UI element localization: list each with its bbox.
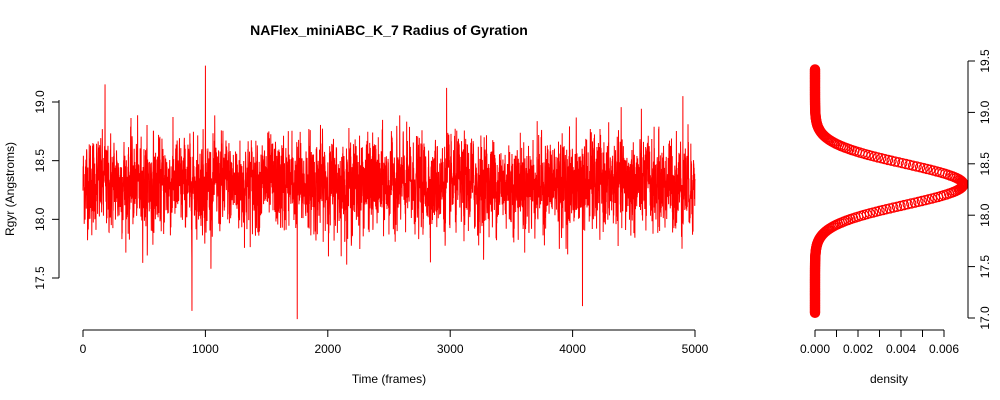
density-y-tick-label: 19.5: [978, 49, 992, 73]
density-x-tick-label: 0.006: [929, 342, 959, 356]
density-y-tick-label: 18.0: [978, 203, 992, 227]
density-point: [907, 160, 919, 171]
density-point: [895, 200, 906, 212]
time-series-plot: 0 1000 2000 3000 4000 5000 17.5 18.0 18.5 19.0 T…: [3, 65, 709, 386]
density-x-tick-label: 0.000: [800, 342, 830, 356]
density-x-tick-label: 0.004: [886, 342, 916, 356]
x-tick-label: 4000: [559, 342, 586, 356]
rgyr-series-line: [82, 65, 696, 320]
density-plot: 0.000 0.002 0.004 0.006 17.0 17.5 18.0 18.5 19.…: [800, 49, 992, 386]
x-tick-label: 5000: [682, 342, 709, 356]
x-axis-title: Time (frames): [352, 372, 426, 386]
y-tick-label: 18.0: [33, 207, 47, 231]
density-point: [809, 64, 821, 75]
density-y-tick-label: 18.5: [978, 152, 992, 176]
x-tick-label: 0: [80, 342, 87, 356]
x-tick-label: 3000: [437, 342, 464, 356]
x-tick-label: 1000: [192, 342, 219, 356]
density-point: [900, 158, 912, 170]
density-point: [898, 199, 910, 211]
density-points: [809, 64, 969, 319]
density-point: [902, 199, 913, 210]
density-y-tick-label: 17.0: [978, 306, 992, 330]
y-axis-ticks: 17.5 18.0 18.5 19.0: [33, 90, 59, 290]
y-tick-label: 17.5: [33, 266, 47, 290]
density-point: [891, 201, 903, 212]
density-x-axis-ticks: 0.000 0.002 0.004 0.006: [800, 330, 959, 356]
density-point: [904, 159, 915, 171]
x-tick-label: 2000: [314, 342, 341, 356]
y-tick-label: 18.5: [33, 149, 47, 173]
density-y-tick-label: 17.5: [978, 255, 992, 279]
y-axis-title: Rgyr (Angstroms): [3, 142, 17, 236]
density-x-axis-title: density: [870, 372, 908, 386]
density-y-axis-ticks: 17.0 17.5 18.0 18.5 19.0 19.5: [968, 49, 992, 330]
density-point: [897, 157, 908, 169]
y-tick-label: 19.0: [33, 90, 47, 114]
density-y-tick-label: 19.0: [978, 100, 992, 124]
density-x-tick-label: 0.002: [843, 342, 873, 356]
x-axis-ticks: 0 1000 2000 3000 4000 5000: [80, 330, 709, 356]
chart-title: NAFlex_miniABC_K_7 Radius of Gyration: [250, 22, 528, 38]
